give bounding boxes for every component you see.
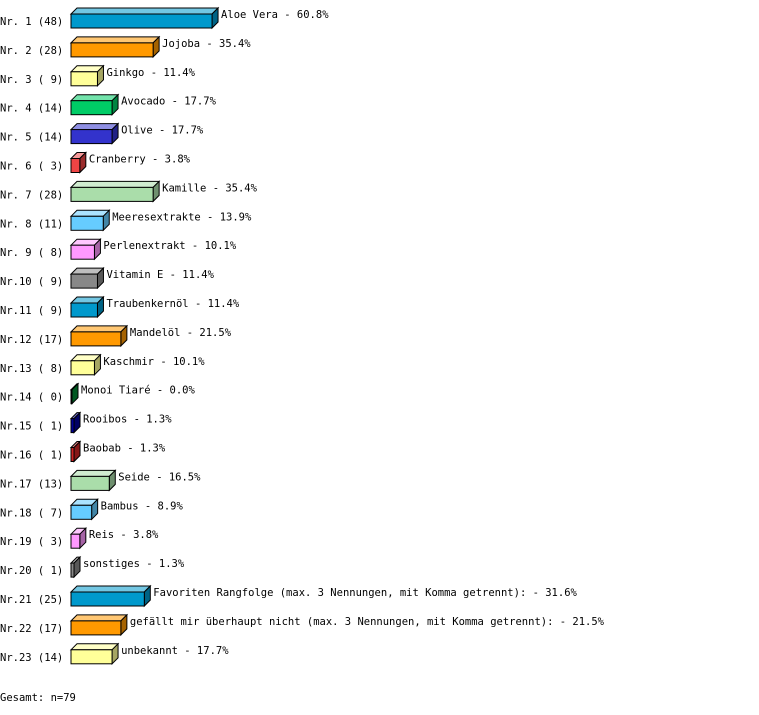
bar-value-label: Ginkgo - 11.4% bbox=[106, 67, 195, 79]
row-label: Nr.12 (17) bbox=[0, 334, 63, 346]
row-label: Nr.20 ( 1) bbox=[0, 565, 63, 577]
bar-top bbox=[69, 7, 220, 15]
bar-value-label: Seide - 16.5% bbox=[118, 471, 201, 483]
row-label: Nr.10 ( 9) bbox=[0, 276, 63, 288]
bar-value-label: Vitamin E - 11.4% bbox=[106, 269, 214, 281]
row-label: Nr. 7 (28) bbox=[0, 189, 63, 201]
bar bbox=[70, 447, 75, 462]
bar-value-label: Rooibos - 1.3% bbox=[83, 414, 172, 426]
bar bbox=[70, 620, 122, 636]
row-label: Nr.11 ( 9) bbox=[0, 305, 63, 317]
bar-value-label: Avocado - 17.7% bbox=[121, 96, 217, 108]
bar bbox=[70, 186, 154, 202]
bar bbox=[70, 129, 113, 145]
row-label: Nr.17 (13) bbox=[0, 478, 63, 490]
bar-value-label: Cranberry - 3.8% bbox=[89, 154, 191, 166]
bar bbox=[70, 389, 73, 405]
row-label: Nr.14 ( 0) bbox=[0, 392, 63, 404]
bar-top bbox=[69, 36, 161, 44]
bar-top bbox=[69, 325, 129, 333]
bar-top bbox=[69, 180, 161, 188]
bar-value-label: unbekannt - 17.7% bbox=[121, 645, 229, 657]
row-label: Nr.15 ( 1) bbox=[0, 421, 63, 433]
bar bbox=[70, 562, 75, 578]
total-count: Gesamt: n=79 bbox=[0, 692, 76, 704]
bar-value-label: sonstiges - 1.3% bbox=[83, 558, 185, 570]
bar-value-label: Meeresextrakte - 13.9% bbox=[112, 211, 252, 223]
row-label: Nr.22 (17) bbox=[0, 623, 63, 635]
row-label: Nr. 3 ( 9) bbox=[0, 74, 63, 86]
bar-top bbox=[69, 585, 152, 593]
row-label: Nr.19 ( 3) bbox=[0, 536, 63, 548]
bar-value-label: Kaschmir - 10.1% bbox=[103, 356, 205, 368]
row-label: Nr.16 ( 1) bbox=[0, 450, 63, 462]
bar bbox=[70, 360, 95, 376]
bar-value-label: Bambus - 8.9% bbox=[101, 500, 184, 512]
row-label: Nr. 2 (28) bbox=[0, 45, 63, 57]
bar-value-label: Perlenextrakt - 10.1% bbox=[103, 240, 236, 252]
bar bbox=[70, 475, 110, 491]
bar bbox=[70, 649, 113, 665]
bar-value-label: Reis - 3.8% bbox=[89, 529, 159, 541]
bar bbox=[70, 331, 122, 347]
row-label: Nr.23 (14) bbox=[0, 652, 63, 664]
bar-top bbox=[69, 614, 129, 622]
row-label: Nr. 9 ( 8) bbox=[0, 247, 63, 259]
bar-value-label: Mandelöl - 21.5% bbox=[130, 327, 232, 339]
bar bbox=[70, 533, 81, 549]
bar bbox=[70, 100, 113, 116]
bar bbox=[70, 302, 98, 318]
bar-side bbox=[71, 382, 79, 405]
row-label: Nr. 1 (48) bbox=[0, 16, 63, 28]
bar bbox=[70, 71, 98, 87]
row-label: Nr. 4 (14) bbox=[0, 103, 63, 115]
bar-value-label: gefällt mir überhaupt nicht (max. 3 Nenn… bbox=[130, 616, 605, 628]
row-label: Nr. 6 ( 3) bbox=[0, 161, 63, 173]
row-label: Nr. 8 (11) bbox=[0, 218, 63, 230]
bar-value-label: Kamille - 35.4% bbox=[162, 182, 258, 194]
row-label: Nr.18 ( 7) bbox=[0, 507, 63, 519]
bar-top bbox=[69, 469, 117, 477]
bar-value-label: Olive - 17.7% bbox=[121, 125, 204, 137]
row-label: Nr.13 ( 8) bbox=[0, 363, 63, 375]
bar bbox=[70, 591, 145, 607]
bar-value-label: Favoriten Rangfolge (max. 3 Nennungen, m… bbox=[153, 587, 577, 599]
bar bbox=[70, 273, 98, 289]
bar-chart: Nr. 1 (48) Aloe Vera - 60.8% Nr. 2 (28) Joj… bbox=[0, 6, 605, 666]
bar bbox=[70, 244, 95, 260]
bar-value-label: Jojoba - 35.4% bbox=[162, 38, 251, 50]
bar bbox=[70, 42, 154, 58]
bar bbox=[70, 158, 81, 173]
bar-top bbox=[69, 123, 120, 131]
bar-value-label: Monoi Tiaré - 0.0% bbox=[81, 385, 195, 397]
bar bbox=[70, 504, 93, 520]
bar bbox=[70, 13, 213, 29]
bar-value-label: Traubenkernöl - 11.4% bbox=[106, 298, 239, 310]
bar-value-label: Aloe Vera - 60.8% bbox=[221, 9, 329, 21]
bar-top bbox=[69, 94, 120, 102]
bar bbox=[70, 215, 104, 231]
bar-top bbox=[69, 643, 120, 651]
row-label: Nr.21 (25) bbox=[0, 594, 63, 606]
bar-value-label: Baobab - 1.3% bbox=[83, 443, 166, 455]
row-label: Nr. 5 (14) bbox=[0, 132, 63, 144]
bar bbox=[70, 418, 75, 434]
